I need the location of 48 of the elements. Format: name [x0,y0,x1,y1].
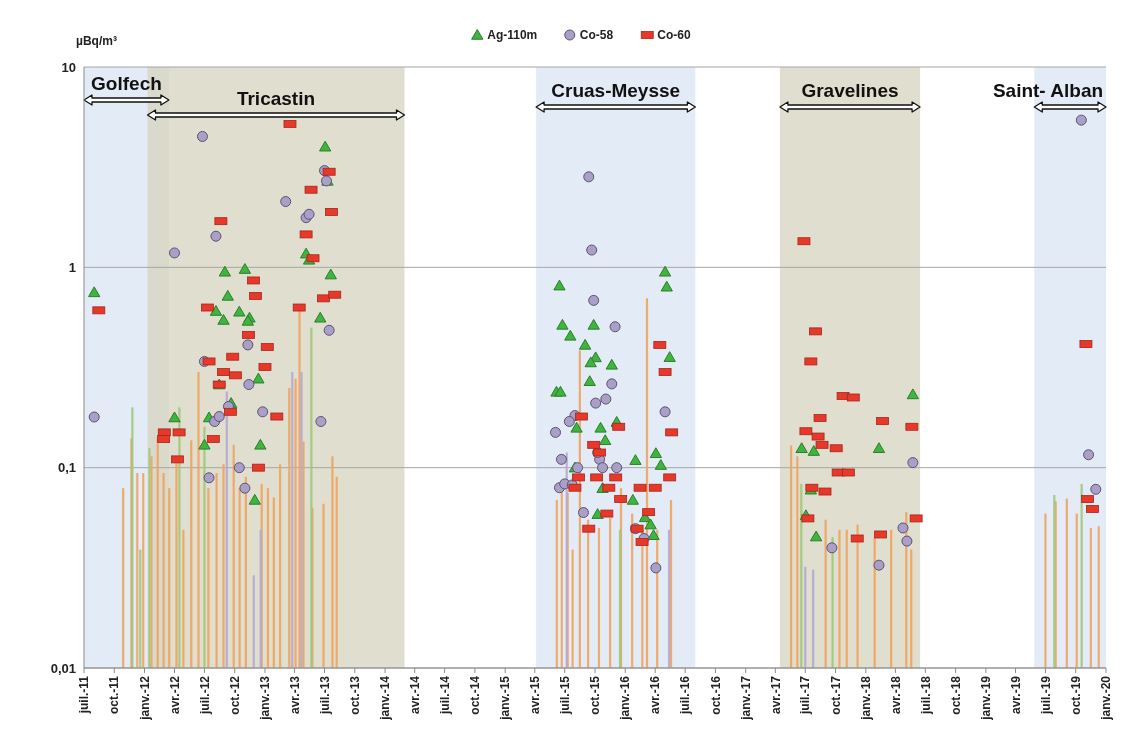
x-tick-label: avr.-19 [1008,675,1023,715]
x-tick-label: avr.-16 [648,675,663,715]
y-tick-label: 0,1 [57,460,76,476]
y-axis-title: µBq/m³ [76,34,117,48]
x-tick-label: avr.-13 [287,675,302,715]
x-tick-label: avr.-14 [407,675,422,715]
band-label: Golfech [91,73,162,94]
x-tick-label: juil.-18 [918,675,933,716]
legend-label: Co-60 [657,28,691,43]
x-tick-label: juil.-17 [798,675,813,716]
x-tick-label: oct.-18 [948,675,963,715]
x-tick-label: oct.-16 [708,675,723,715]
x-tick-label: juil.-14 [437,675,452,716]
x-tick-label: oct.-13 [348,675,362,715]
x-tick-label: oct.-15 [588,675,603,715]
x-tick-label: janv.-15 [498,675,513,721]
x-tick-label: janv.-12 [137,675,152,721]
x-tick-label: janv.-14 [378,675,393,721]
x-tick-label: oct.-19 [1068,675,1083,715]
legend-label: Co-58 [579,28,614,43]
x-tick-label: juil.-19 [1038,675,1053,716]
x-tick-label: avr.-17 [768,675,783,715]
x-tick-label: janv.-19 [979,675,994,721]
band-label: Saint- Alban [992,80,1104,101]
x-tick-label: oct.-11 [107,675,122,715]
x-tick-label: oct.-17 [828,675,843,715]
x-tick-label: avr.-18 [888,675,903,715]
y-tick-label: 0,01 [50,660,76,676]
band-label: Cruas-Meysse [551,80,681,101]
x-tick-label: oct.-12 [227,675,242,715]
x-tick-label: juil.-11 [77,675,92,715]
x-tick-label: juil.-16 [678,675,693,716]
legend-label: Ag-110m [487,28,538,43]
y-tick-label: 1 [68,259,76,275]
x-tick-label: janv.-20 [1099,675,1114,721]
band-label: Tricastin [236,88,316,109]
x-tick-label: juil.-15 [557,675,572,716]
x-tick-label: juil.-12 [197,675,212,716]
x-tick-label: avr.-12 [167,675,182,715]
x-tick-label: juil.-13 [317,675,332,716]
x-tick-label: janv.-17 [738,675,753,721]
x-tick-label: janv.-16 [618,675,633,721]
x-tick-label: avr.-15 [527,675,542,715]
x-tick-label: oct.-14 [468,675,483,715]
y-tick-label: 10 [61,59,76,75]
band-label: Gravelines [801,80,899,101]
x-tick-label: janv.-13 [258,675,273,721]
x-tick-label: janv.-18 [859,675,873,721]
